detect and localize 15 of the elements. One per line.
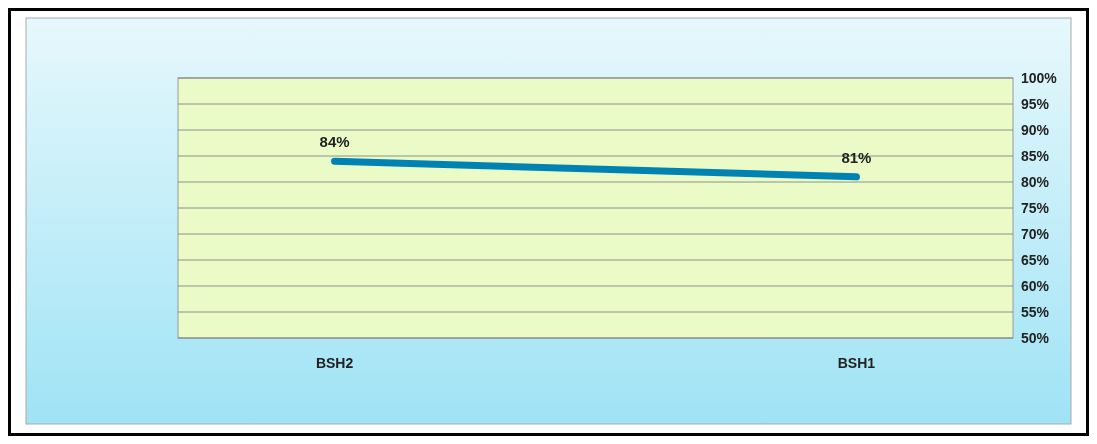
y-tick-label: 65% [1021, 251, 1050, 268]
y-tick-label: 70% [1021, 225, 1050, 242]
y-tick-label: 75% [1021, 199, 1050, 216]
y-tick-label: 90% [1021, 121, 1050, 138]
x-tick-label: BSH2 [315, 355, 354, 371]
y-tick-label: 100% [1021, 69, 1058, 86]
y-tick-label: 80% [1021, 173, 1050, 190]
y-tick-label: 50% [1021, 329, 1050, 346]
data-label: 81% [841, 148, 872, 166]
data-label: 84% [319, 133, 350, 151]
y-tick-label: 85% [1021, 147, 1050, 164]
y-tick-label: 55% [1021, 303, 1050, 320]
y-tick-label: 95% [1021, 95, 1050, 112]
y-tick-label: 60% [1021, 277, 1050, 294]
x-tick-label: BSH1 [837, 355, 876, 371]
